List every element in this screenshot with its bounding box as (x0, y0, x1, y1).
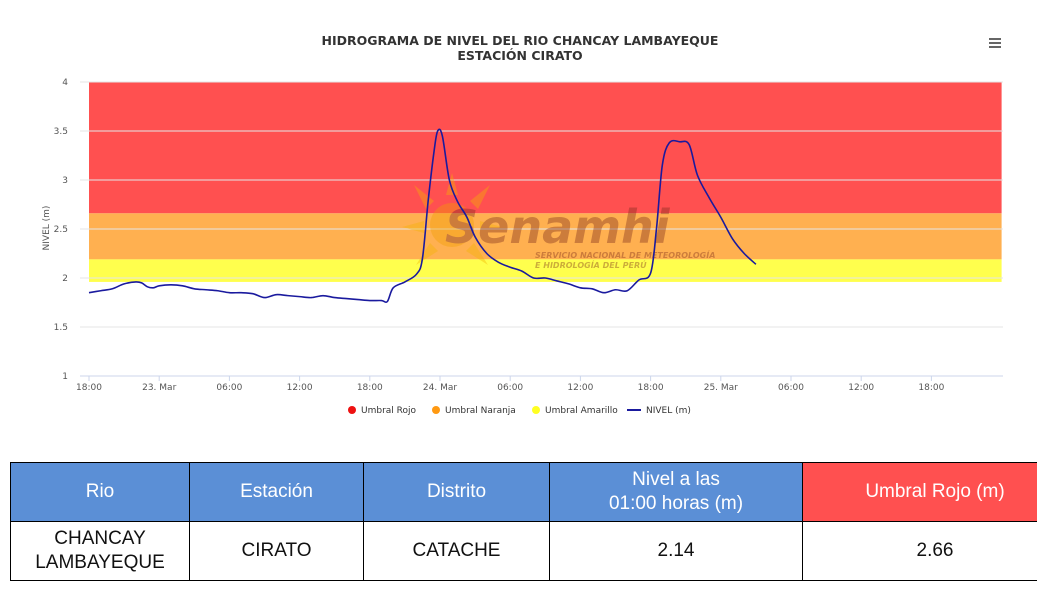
legend-item: Umbral Rojo (348, 406, 417, 416)
x-tick-label: 18:00 (357, 383, 383, 393)
band-umbral-rojo (89, 82, 1002, 214)
x-tick-label: 24. Mar (423, 383, 457, 393)
y-tick-label: 2 (62, 274, 68, 284)
table-row: CHANCAY LAMBAYEQUE CIRATO CATACHE 2.14 2… (10, 521, 1037, 581)
cell-nivel: 2.14 (549, 521, 803, 581)
x-tick-label: 18:00 (918, 383, 944, 393)
y-tick-label: 1.5 (54, 323, 68, 333)
watermark-brand: Senamhi (445, 200, 671, 254)
cell-rio-line1: CHANCAY (54, 528, 146, 549)
watermark-tagline-2: E HIDROLOGÍA DEL PERÚ (535, 259, 647, 270)
table-header-row: Rio Estación Distrito Nivel a las 01:00 … (10, 462, 1037, 522)
grid-lines (80, 81, 1003, 328)
legend-label: Umbral Amarillo (545, 406, 618, 416)
legend-label: NIVEL (m) (646, 406, 691, 416)
x-tick-label: 12:00 (567, 383, 593, 393)
x-tick-label: 23. Mar (142, 383, 176, 393)
y-tick-label: 3.5 (54, 127, 68, 137)
cell-umbral-rojo: 2.66 (802, 521, 1037, 581)
series-layer (88, 128, 757, 304)
y-tick-label: 1 (62, 372, 68, 382)
senamhi-logo: Senamhi SERVICIO NACIONAL DE METEOROLOGÍ… (402, 173, 715, 270)
y-tick-label: 2.5 (54, 225, 68, 235)
x-tick-label: 18:00 (638, 383, 664, 393)
y-tick-label: 4 (62, 78, 68, 88)
band-umbral-amarillo (89, 259, 1002, 282)
chart-title: HIDROGRAMA DE NIVEL DEL RIO CHANCAY LAMB… (322, 33, 719, 48)
header-estacion: Estación (189, 462, 364, 522)
legend-marker (348, 406, 356, 414)
x-tick-label: 12:00 (287, 383, 313, 393)
x-tick-label: 06:00 (778, 383, 804, 393)
threshold-bands (89, 82, 1002, 282)
x-tick-label: 25. Mar (704, 383, 738, 393)
legend-label: Umbral Rojo (361, 406, 417, 416)
header-rio: Rio (10, 462, 190, 522)
cell-rio-line2: LAMBAYEQUE (35, 552, 165, 573)
x-tick-label: 12:00 (848, 383, 874, 393)
legend-item: NIVEL (m) (627, 406, 691, 416)
legend-item: Umbral Amarillo (532, 406, 618, 416)
chart-subtitle: ESTACIÓN CIRATO (457, 48, 582, 63)
cell-distrito: CATACHE (363, 521, 550, 581)
series-line-nivel (88, 128, 757, 304)
legend-marker (432, 406, 440, 414)
legend-marker (532, 406, 540, 414)
y-tick-label: 3 (62, 176, 68, 186)
legend-item: Umbral Naranja (432, 406, 516, 416)
station-table: Rio Estación Distrito Nivel a las 01:00 … (10, 462, 1037, 581)
header-nivel: Nivel a las 01:00 horas (m) (549, 462, 803, 522)
x-tick-label: 06:00 (497, 383, 523, 393)
x-tick-label: 18:00 (76, 383, 102, 393)
header-distrito: Distrito (363, 462, 550, 522)
cell-rio: CHANCAY LAMBAYEQUE (10, 521, 190, 581)
cell-estacion: CIRATO (189, 521, 364, 581)
hydrograph-chart: HIDROGRAMA DE NIVEL DEL RIO CHANCAY LAMB… (42, 33, 1005, 416)
band-umbral-naranja (89, 213, 1002, 260)
legend: Umbral Rojo Umbral Naranja Umbral Amarillo… (348, 406, 691, 416)
header-nivel-line2: 01:00 horas (m) (608, 493, 744, 514)
watermark-tagline-1: SERVICIO NACIONAL DE METEOROLOGÍA (535, 249, 715, 260)
axes: 1 1.5 2 2.5 3 3.5 4 18:00 23. Mar 06:00 12:00 18:00… (54, 78, 1003, 393)
header-nivel-line1: Nivel a las (632, 469, 720, 490)
y-axis-label: NIVEL (m) (42, 206, 52, 251)
x-tick-label: 06:00 (216, 383, 242, 393)
hamburger-menu-icon[interactable] (985, 33, 1005, 51)
legend-label: Umbral Naranja (445, 406, 516, 416)
header-umbral-rojo: Umbral Rojo (m) (802, 462, 1037, 522)
